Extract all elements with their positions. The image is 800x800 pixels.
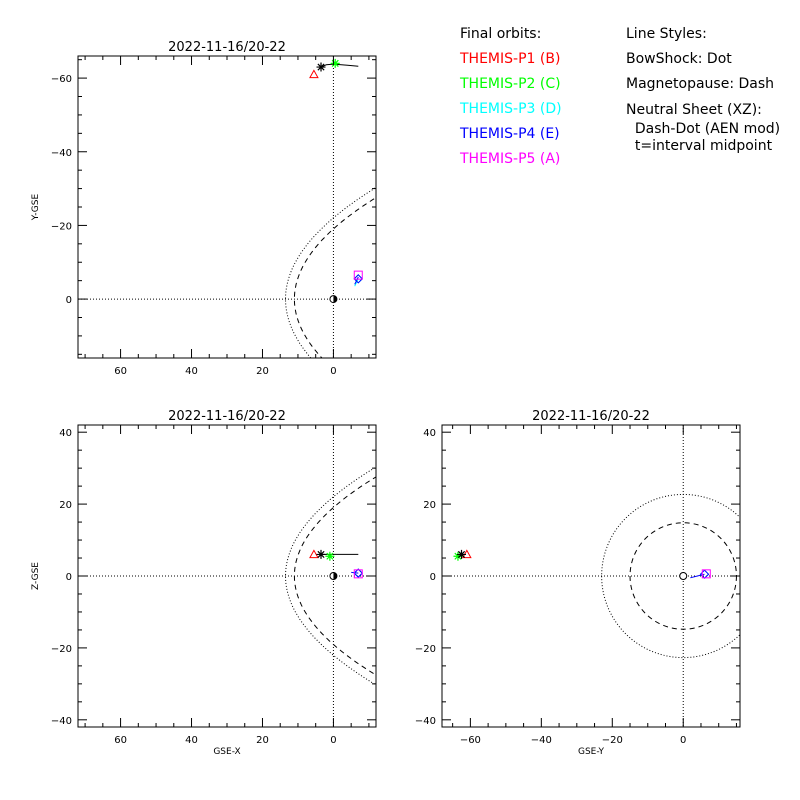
x-tick-label: 20 (256, 366, 269, 377)
x-tick-label: 0 (680, 735, 686, 746)
legend-entry-p2: THEMIS-P2 (C) (460, 76, 561, 92)
plot-area (78, 56, 376, 358)
panel-title: 2022-11-16/20-22 (532, 409, 650, 424)
y-tick-label: −40 (415, 716, 436, 727)
plot-area (442, 425, 740, 727)
legend-entry-p4: THEMIS-P4 (E) (460, 126, 560, 142)
probe-marker-p5 (353, 569, 363, 579)
x-tick-label: 60 (114, 735, 127, 746)
orbit-track (320, 63, 359, 68)
plot-frame (441, 424, 741, 728)
earth-night-side (333, 572, 337, 580)
probe-marker-p2 (325, 551, 335, 561)
style-neutral-sheet-dash: Dash-Dot (AEN mod) (626, 121, 781, 137)
y-tick-label: 0 (66, 295, 72, 306)
y-tick-label: 20 (423, 500, 436, 511)
style-bowshock: BowShock: Dot (626, 51, 732, 67)
y-tick-label: 0 (430, 572, 436, 583)
legend-entry-p5: THEMIS-P5 (A) (460, 151, 561, 167)
y-tick-label: −20 (415, 644, 436, 655)
x-tick-label: −60 (460, 735, 481, 746)
probe-marker-p5 (701, 569, 711, 579)
y-tick-label: 40 (423, 428, 436, 439)
y-tick-label: −20 (51, 221, 72, 232)
style-neutral-sheet: Neutral Sheet (XZ): (626, 102, 762, 118)
x-tick-label: −40 (531, 735, 552, 746)
x-tick-label: 40 (185, 366, 198, 377)
probe-marker-p4 (353, 274, 363, 284)
bowshock-curve (601, 493, 740, 659)
style-magnetopause: Magnetopause: Dash (626, 76, 775, 92)
x-axis-label: GSE-X (213, 747, 240, 757)
y-tick-label: −60 (51, 74, 72, 85)
y-tick-label: 0 (66, 572, 72, 583)
probe-marker-p1 (309, 549, 319, 559)
y-tick-label: −40 (51, 716, 72, 727)
earth-marker (679, 572, 688, 580)
plot-frame (77, 55, 377, 359)
legend-entry-p1: THEMIS-P1 (B) (460, 51, 561, 67)
x-tick-label: 60 (114, 366, 127, 377)
panel-title: 2022-11-16/20-22 (168, 40, 286, 55)
line-styles-legend: Line Styles: BowShock: Dot Magnetopause:… (626, 22, 780, 154)
x-tick-label: 40 (185, 735, 198, 746)
y-axis-label: Z-GSE (31, 562, 41, 590)
x-axis-label: GSE-Y (578, 747, 605, 757)
earth-night-side (333, 295, 337, 303)
legend-entry-p3: THEMIS-P3 (D) (460, 101, 562, 117)
final-orbits-legend: Final orbits: THEMIS-P1 (B) THEMIS-P2 (C… (460, 22, 562, 172)
magnetopause-curve (293, 476, 376, 676)
orbit-track (354, 278, 359, 287)
panel-title: 2022-11-16/20-22 (168, 409, 286, 424)
panel-3: 2022-11-16/20-22 −60 −40 −20 0 −40 −20 0 20 40 GSE… (415, 409, 741, 757)
start-marker (457, 549, 467, 559)
probe-marker-p2 (453, 551, 463, 561)
line-styles-title: Line Styles: (626, 26, 707, 42)
y-tick-label: −40 (51, 148, 72, 159)
y-tick-label: 20 (59, 500, 72, 511)
probe-marker-p4 (353, 568, 363, 578)
probe-marker-p4 (699, 569, 710, 579)
x-tick-label: 0 (330, 735, 336, 746)
probe-marker-p5 (353, 270, 363, 280)
final-orbits-title: Final orbits: (460, 26, 542, 42)
style-neutral-sheet-time: t=interval midpoint (626, 138, 773, 154)
x-tick-label: 0 (330, 366, 336, 377)
y-tick-label: 40 (59, 428, 72, 439)
y-tick-label: −20 (51, 644, 72, 655)
probe-marker-p1 (309, 69, 319, 79)
panel-2: 2022-11-16/20-22 60 40 20 0 −40 −20 0 20 40 GSE-X Z… (31, 409, 377, 757)
probe-marker-p3 (699, 569, 710, 579)
x-tick-label: 20 (256, 735, 269, 746)
y-axis-label: Y-GSE (31, 194, 41, 222)
probe-marker-p2 (330, 58, 340, 68)
start-marker (316, 549, 326, 559)
x-tick-label: −20 (602, 735, 623, 746)
start-marker (316, 62, 326, 72)
panel-1: 2022-11-16/20-22 60 40 20 0 −60 −40 −20 0 Y-GSE (31, 40, 377, 377)
